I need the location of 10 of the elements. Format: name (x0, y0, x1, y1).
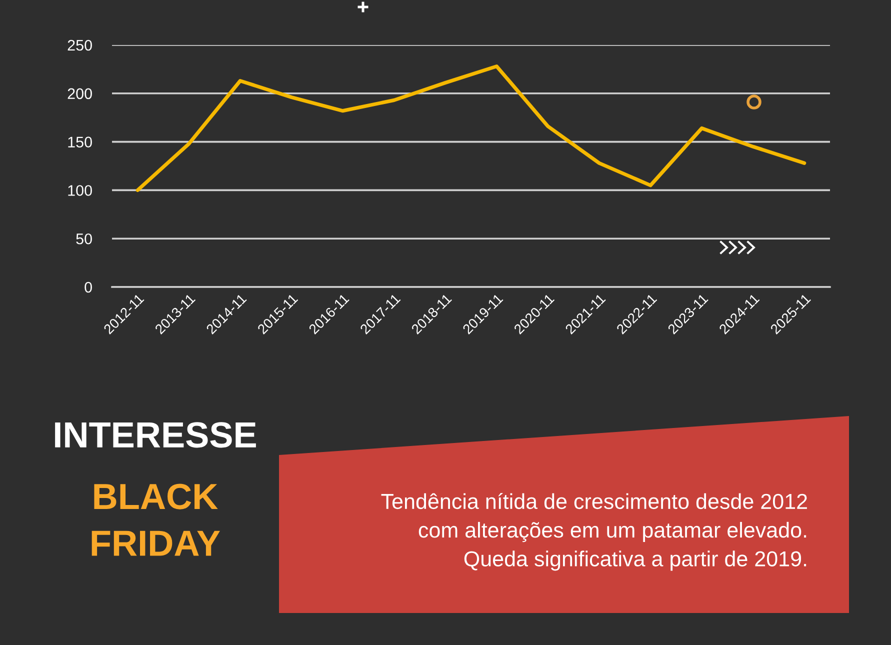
y-tick-label: 0 (84, 282, 92, 293)
text: INTERESSE (55, 422, 256, 448)
line-series (136, 64, 806, 192)
text: BLACK FRIDAY (92, 484, 220, 556)
y-tick-label: 150 (68, 136, 92, 148)
y-tick-label: 200 (68, 88, 92, 100)
y-tick-label: 250 (68, 40, 92, 51)
y-tick-label: 50 (76, 233, 92, 244)
text: Tendência nítida de crescimento desde 2012 com alterações em um patamar elevado. Queda significativa a partir de 2019. (381, 493, 807, 571)
y-tick-label: 100 (68, 185, 92, 196)
